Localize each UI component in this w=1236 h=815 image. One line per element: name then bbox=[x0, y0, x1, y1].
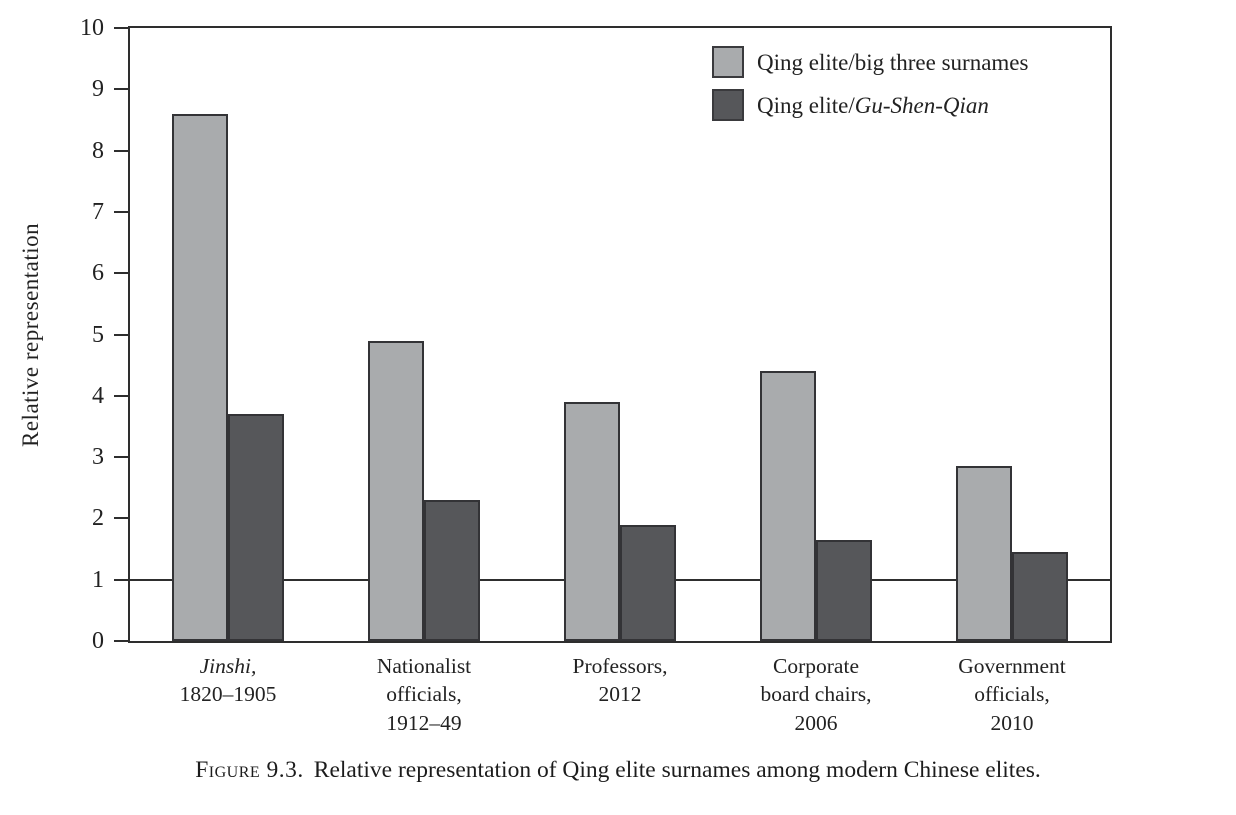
x-category-label-3: Professors, 2012 bbox=[572, 654, 668, 707]
y-tick-mark bbox=[114, 27, 128, 29]
y-tick-mark bbox=[114, 210, 128, 213]
y-tick-mark bbox=[114, 272, 128, 275]
bar-series2-cat3 bbox=[620, 524, 676, 641]
bar-series1-cat4 bbox=[760, 371, 816, 641]
legend-item-1: Qing elite/big three surnames bbox=[712, 46, 1028, 78]
y-tick-label: 5 bbox=[92, 321, 104, 348]
x-category-label-2: Nationalist officials, 1912–49 bbox=[376, 654, 472, 735]
y-tick-label: 7 bbox=[92, 198, 104, 225]
legend: Qing elite/big three surnames Qing elite/… bbox=[712, 46, 1028, 132]
x-axis-labels: Jinshi, 1820–1905 Nationalist officials, 191… bbox=[128, 652, 1112, 744]
y-axis-title: Relative representation bbox=[18, 222, 43, 447]
legend-label: Qing elite/Gu-Shen-Qian bbox=[757, 92, 989, 118]
bar-series2-cat4 bbox=[816, 539, 872, 641]
x-category-label-1: Jinshi, 1820–1905 bbox=[179, 654, 277, 707]
legend-swatch-icon bbox=[712, 89, 744, 121]
y-tick-label: 4 bbox=[92, 382, 104, 409]
y-tick-label: 2 bbox=[92, 505, 104, 532]
y-tick-label: 1 bbox=[92, 566, 104, 593]
y-tick-mark bbox=[114, 149, 128, 152]
legend-swatch-icon bbox=[712, 46, 744, 78]
y-tick-label: 8 bbox=[92, 137, 104, 164]
y-tick-label: 3 bbox=[92, 444, 104, 471]
bar-series2-cat5 bbox=[1012, 552, 1068, 641]
y-tick-mark bbox=[114, 88, 128, 91]
bar-series2-cat2 bbox=[424, 500, 480, 641]
y-tick-label: 0 bbox=[92, 628, 104, 654]
caption-text: Relative representation of Qing elite su… bbox=[313, 757, 1041, 783]
y-tick-label: 9 bbox=[92, 76, 104, 103]
bar-series2-cat1 bbox=[228, 414, 284, 641]
y-tick-mark bbox=[114, 333, 128, 336]
x-category-label-5: Government officials, 2010 bbox=[958, 654, 1066, 735]
legend-label: Qing elite/big three surnames bbox=[757, 49, 1029, 75]
y-tick-mark bbox=[114, 640, 128, 642]
x-category-label-4: Corporate board chairs, 2006 bbox=[760, 654, 872, 735]
bar-series1-cat2 bbox=[368, 340, 424, 641]
figure-number: Figure 9.3. bbox=[195, 757, 304, 783]
y-tick-mark bbox=[114, 394, 128, 397]
y-tick-label: 6 bbox=[92, 260, 104, 287]
figure-caption: Figure 9.3. Relative representation of Qi… bbox=[0, 757, 1236, 784]
bar-series1-cat3 bbox=[564, 401, 620, 641]
plot-area: Qing elite/big three surnames Qing elite/… bbox=[128, 26, 1112, 643]
bar-series1-cat5 bbox=[956, 466, 1012, 641]
legend-item-2: Qing elite/Gu-Shen-Qian bbox=[712, 89, 1028, 121]
y-tick-mark bbox=[114, 456, 128, 459]
y-tick-label: 10 bbox=[80, 15, 104, 41]
y-tick-mark bbox=[114, 578, 128, 581]
y-tick-mark bbox=[114, 517, 128, 520]
bar-series1-cat1 bbox=[172, 113, 228, 641]
